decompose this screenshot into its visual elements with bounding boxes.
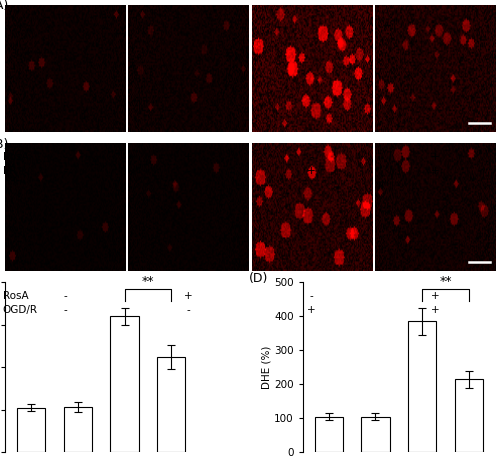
Text: -: - [63, 291, 67, 301]
Text: (D): (D) [249, 272, 268, 285]
Bar [16, 408, 45, 452]
Text: +: + [184, 152, 192, 162]
Text: +: + [430, 291, 439, 301]
Text: +: + [308, 166, 316, 176]
Text: -: - [63, 166, 67, 176]
Text: I/R: I/R [2, 166, 16, 176]
Text: -: - [186, 305, 190, 315]
Y-axis label: DHE (%): DHE (%) [262, 345, 272, 389]
Text: RosA: RosA [2, 291, 28, 301]
Text: (A): (A) [0, 0, 9, 12]
Text: -: - [63, 305, 67, 315]
Text: **: ** [142, 275, 154, 288]
Bar [455, 379, 484, 452]
Text: +: + [308, 305, 316, 315]
Text: (B): (B) [0, 138, 9, 151]
Text: -: - [186, 166, 190, 176]
Bar [314, 417, 342, 452]
Text: -: - [63, 152, 67, 162]
Bar [110, 316, 138, 452]
Bar [158, 357, 186, 452]
Text: +: + [430, 166, 439, 176]
Text: +: + [430, 305, 439, 315]
Text: +: + [184, 291, 192, 301]
Text: -: - [310, 152, 314, 162]
Text: +: + [430, 152, 439, 162]
Bar [362, 417, 390, 452]
Text: **: ** [440, 275, 452, 288]
Bar [408, 321, 436, 452]
Bar [64, 407, 92, 452]
Text: -: - [310, 291, 314, 301]
Text: OGD/R: OGD/R [2, 305, 37, 315]
Text: RosA: RosA [2, 152, 28, 162]
